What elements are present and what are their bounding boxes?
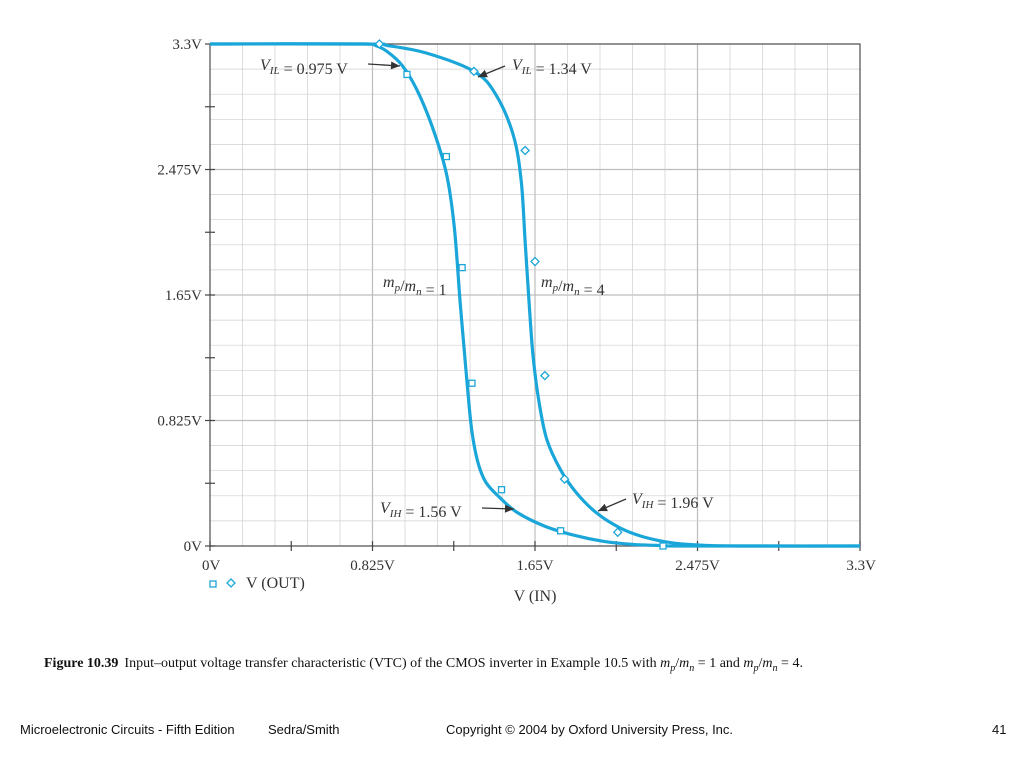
x-tick-label: 0.825V bbox=[350, 558, 395, 574]
footer: Microelectronic Circuits - Fifth Edition… bbox=[0, 722, 1024, 742]
footer-book: Microelectronic Circuits - Fifth Edition bbox=[20, 722, 235, 737]
square-marker bbox=[468, 379, 476, 387]
y-tick-label: 1.65V bbox=[165, 288, 202, 304]
square-marker bbox=[458, 263, 466, 272]
arrowhead bbox=[390, 61, 400, 70]
diamond-marker bbox=[374, 39, 385, 49]
diamond-marker bbox=[469, 66, 479, 77]
arrowhead bbox=[478, 69, 488, 78]
square-marker bbox=[403, 70, 411, 79]
x-tick-label: 3.3V bbox=[846, 558, 876, 574]
vtc-chart: 0V 0.825V 1.65V 2.475V 3.3V 0V 0.825V 1.65V 2.47… bbox=[157, 37, 876, 605]
diamond-marker bbox=[539, 370, 550, 381]
square-marker bbox=[659, 542, 667, 550]
markers bbox=[374, 39, 667, 550]
annotation-label-4: mp/mn = 4 bbox=[541, 274, 605, 299]
figure-caption: Figure 10.39 Input–output voltage transfe… bbox=[44, 656, 1004, 674]
diamond-marker bbox=[612, 527, 623, 538]
diamond-marker bbox=[520, 145, 531, 156]
y-tick-label: 2.475V bbox=[157, 163, 202, 179]
footer-copyright: Copyright © 2004 by Oxford University Pr… bbox=[446, 722, 734, 737]
axes: 0V 0.825V 1.65V 2.475V 3.3V 0V 0.825V 1.65V 2.47… bbox=[157, 37, 876, 574]
annotation-vil-4: VIL = 1.34 V bbox=[512, 57, 592, 78]
legend-diamond-marker bbox=[226, 578, 236, 588]
footer-page: 41 bbox=[992, 722, 1007, 737]
square-marker bbox=[497, 486, 506, 494]
annotations: VIL = 0.975 V VIL = 1.34 V mp/mn = 1 mp/mn … bbox=[260, 57, 714, 521]
diamond-marker bbox=[559, 474, 570, 484]
caption-label: Figure 10.39 bbox=[44, 656, 119, 671]
x-tick-label: 0V bbox=[202, 558, 221, 574]
annotation-vih-1: VIH = 1.56 V bbox=[380, 500, 462, 521]
annotation-vih-4: VIH = 1.96 V bbox=[632, 491, 714, 512]
series-line-2 bbox=[209, 42, 861, 548]
x-axis-label: V (IN) bbox=[514, 588, 557, 605]
x-tick-label: 2.475V bbox=[675, 558, 720, 574]
arrowhead bbox=[598, 503, 608, 512]
annotation-vil-1: VIL = 0.975 V bbox=[260, 57, 348, 78]
legend: V (OUT) bbox=[209, 575, 305, 592]
x-tick-label: 1.65V bbox=[516, 558, 553, 574]
y-tick-label: 0V bbox=[184, 539, 203, 555]
square-marker bbox=[442, 152, 451, 161]
legend-label: V (OUT) bbox=[246, 575, 305, 592]
caption-text: Input–output voltage transfer characteri… bbox=[124, 656, 803, 674]
square-marker bbox=[556, 527, 565, 535]
y-tick-label: 3.3V bbox=[172, 37, 202, 53]
curves bbox=[209, 42, 861, 548]
footer-authors: Sedra/Smith bbox=[268, 722, 340, 737]
annotation-label-1: mp/mn = 1 bbox=[383, 274, 447, 299]
grid bbox=[209, 43, 861, 547]
diamond-marker bbox=[530, 256, 540, 267]
series-line-1 bbox=[209, 42, 861, 548]
arrowhead bbox=[504, 504, 514, 513]
legend-square-marker bbox=[209, 580, 217, 588]
y-tick-label: 0.825V bbox=[157, 414, 202, 430]
